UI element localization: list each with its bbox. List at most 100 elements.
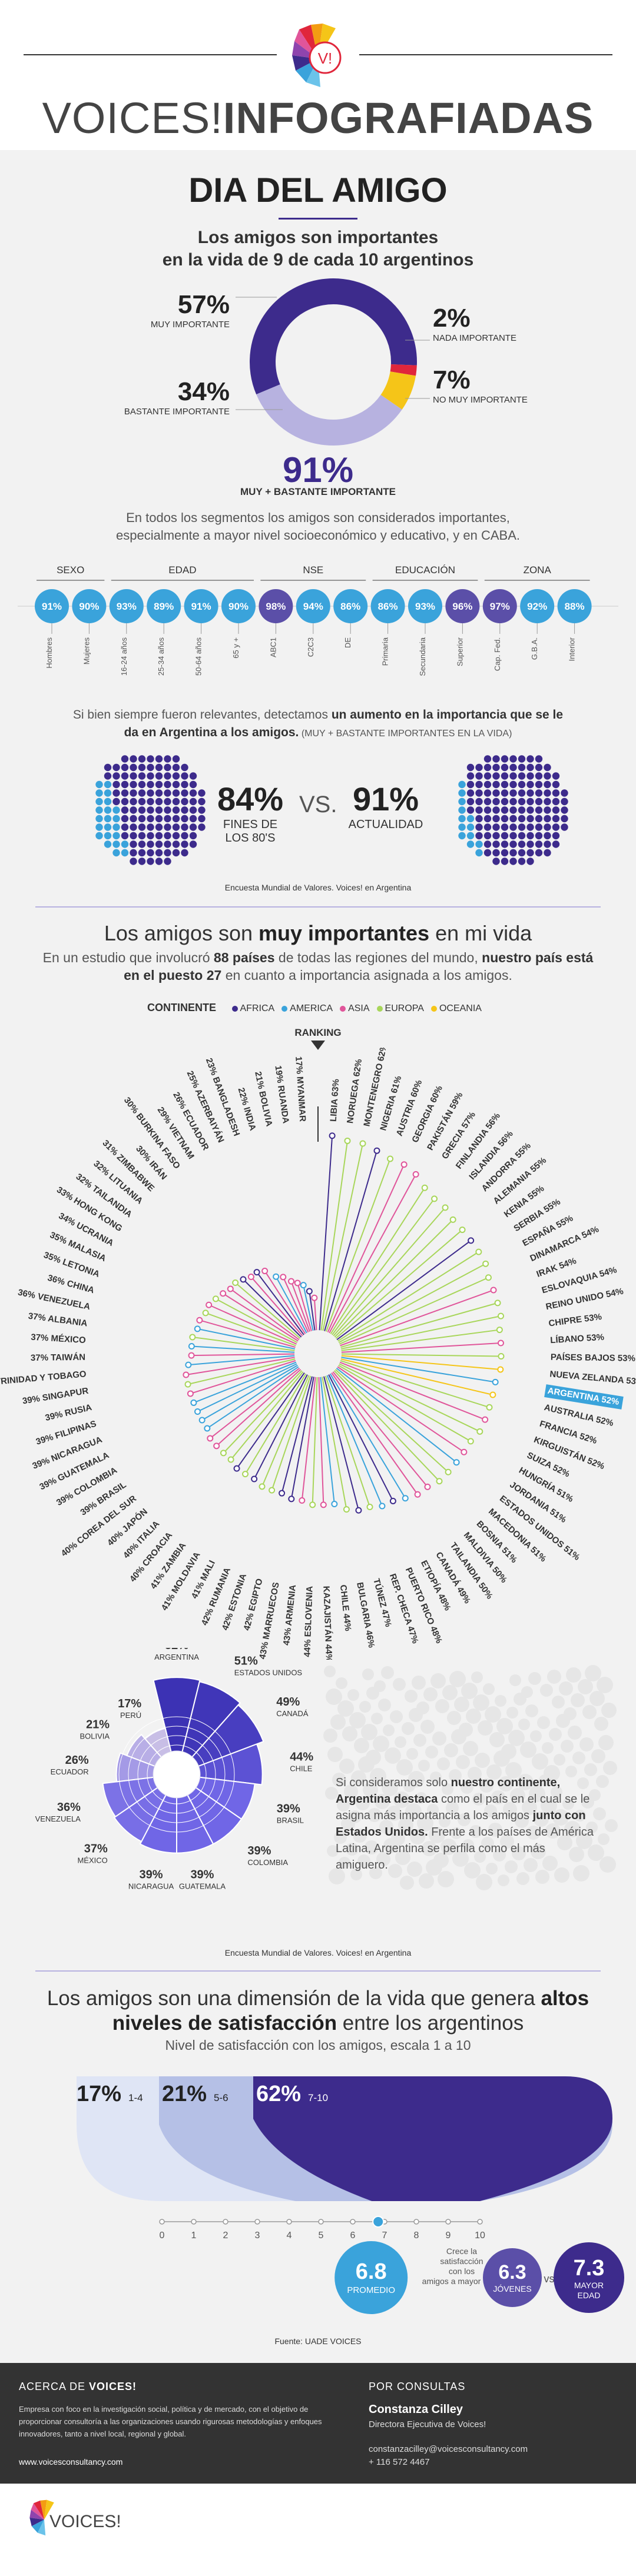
rose-country: BRASIL xyxy=(277,1816,304,1824)
world-map-blob xyxy=(442,1685,458,1700)
ranking-point xyxy=(188,1343,195,1350)
then-dot xyxy=(147,857,154,865)
rose-value: 26% xyxy=(65,1754,89,1767)
segment-circle xyxy=(35,589,69,623)
then-dot xyxy=(172,806,180,814)
segment-label: 25-34 años xyxy=(157,637,165,676)
now-dot xyxy=(544,840,551,848)
now-dot xyxy=(483,789,492,797)
world-map-blob xyxy=(439,1816,450,1827)
ranking-label: 17% MYANMAR xyxy=(293,1056,307,1122)
ranking-label: 32% LITUANIA xyxy=(91,1159,144,1206)
world-map-blob xyxy=(413,1734,426,1747)
now-dot xyxy=(535,806,543,814)
satisfaction-chart: 17% 1-4 21% 5-6 62% 7-10 0 1 2 3 4 5 6 7 8 9 10 6.8PROMED… xyxy=(77,2076,624,2314)
then-dot xyxy=(130,755,137,763)
ranking-point xyxy=(185,1361,192,1368)
world-map-blob xyxy=(438,1871,454,1887)
world-map-blob xyxy=(383,1724,395,1736)
world-map-blob xyxy=(425,1746,438,1759)
then-dot xyxy=(121,815,129,823)
then-dot xyxy=(121,832,129,840)
segment-value: 93% xyxy=(117,601,137,612)
now-dot xyxy=(518,840,526,848)
then-dot xyxy=(172,763,180,772)
then-dot xyxy=(181,806,188,814)
segment-value: 92% xyxy=(527,601,547,612)
segment-circle xyxy=(147,589,181,623)
now-dot xyxy=(483,763,492,772)
segment-label: 16-24 años xyxy=(120,637,128,676)
then-dot xyxy=(189,823,197,831)
rose-country: ARGENTINA xyxy=(154,1653,199,1661)
ranking-spoke xyxy=(317,1353,493,1395)
then-dot xyxy=(181,797,188,806)
then-dot xyxy=(138,832,146,840)
ranking-point xyxy=(300,1282,307,1289)
section3-source: Fuente: UADE VOICES xyxy=(274,2336,362,2346)
ranking-point xyxy=(482,1260,489,1267)
segment-label: Hombres xyxy=(45,637,54,669)
now-dot xyxy=(483,780,492,789)
then-dot xyxy=(121,789,129,797)
world-map-blob xyxy=(337,1799,350,1811)
segment-label: Superior xyxy=(455,637,464,666)
world-map-blob xyxy=(557,1835,572,1850)
now-dot xyxy=(501,797,509,806)
ranking-spoke xyxy=(281,1353,319,1494)
ranking-spoke xyxy=(317,1207,446,1354)
grow-text-line: Crece la xyxy=(446,2246,477,2256)
satisfaction-range: 7-10 xyxy=(308,2092,328,2103)
then-dot xyxy=(155,763,163,772)
world-map-blob xyxy=(354,1738,369,1753)
now-dot xyxy=(518,789,526,797)
ranking-spoke xyxy=(317,1353,359,1511)
world-map-blob xyxy=(498,1776,514,1791)
now-dot xyxy=(466,815,475,823)
then-dot xyxy=(164,763,171,772)
importance-donut-chart: 57%MUY IMPORTANTE 34%BASTANTE IMPORTANTE 2… xyxy=(124,278,528,446)
satisfaction-tick-label: 0 xyxy=(160,2231,165,2241)
ranking-point xyxy=(194,1325,201,1332)
world-map-blob xyxy=(597,1677,613,1693)
world-map-blob xyxy=(410,1829,425,1844)
ranking-point xyxy=(306,1288,313,1295)
now-dot xyxy=(544,849,551,857)
now-dot xyxy=(526,815,534,823)
donut-slice-2 xyxy=(380,371,416,410)
then-dot xyxy=(155,849,163,857)
content-background xyxy=(0,150,636,2363)
world-map-blob xyxy=(569,1847,584,1862)
ranking-point xyxy=(279,1490,286,1497)
contact-email[interactable]: constanzacilley@voicesconsultancy.com xyxy=(369,2444,528,2454)
world-map-blob xyxy=(530,1730,542,1742)
world-map-blob xyxy=(334,1831,347,1844)
world-map-blob xyxy=(375,1794,390,1809)
then-dot xyxy=(138,789,146,797)
world-map-blob xyxy=(491,1790,505,1804)
segment-circle xyxy=(482,589,517,623)
satisfaction-tick-label: 4 xyxy=(287,2231,292,2241)
ranking-point xyxy=(453,1459,460,1466)
now-dot xyxy=(501,857,509,865)
now-dot xyxy=(475,789,483,797)
website-link[interactable]: www.voicesconsultancy.com xyxy=(19,2457,123,2467)
world-map-blob xyxy=(576,1833,592,1849)
now-dot xyxy=(483,806,492,814)
ranking-point xyxy=(496,1327,503,1334)
world-map-blob xyxy=(356,1796,370,1810)
then-dot xyxy=(189,832,197,840)
old-label2: EDAD xyxy=(578,2291,601,2300)
world-map-blob xyxy=(496,1718,513,1734)
then-dot xyxy=(147,840,154,848)
ranking-point xyxy=(233,1465,240,1472)
world-map-blob xyxy=(390,1710,403,1723)
ranking-point xyxy=(213,1442,220,1450)
satisfaction-range: 5-6 xyxy=(214,2092,228,2103)
world-map-blob xyxy=(440,1839,457,1855)
ranking-label: 38% TRINIDAD Y TOBAGO xyxy=(0,1369,87,1388)
then-dot xyxy=(164,772,171,780)
then-dot xyxy=(198,797,206,806)
world-map-blob xyxy=(327,1845,339,1857)
world-map-blob xyxy=(349,1810,362,1823)
